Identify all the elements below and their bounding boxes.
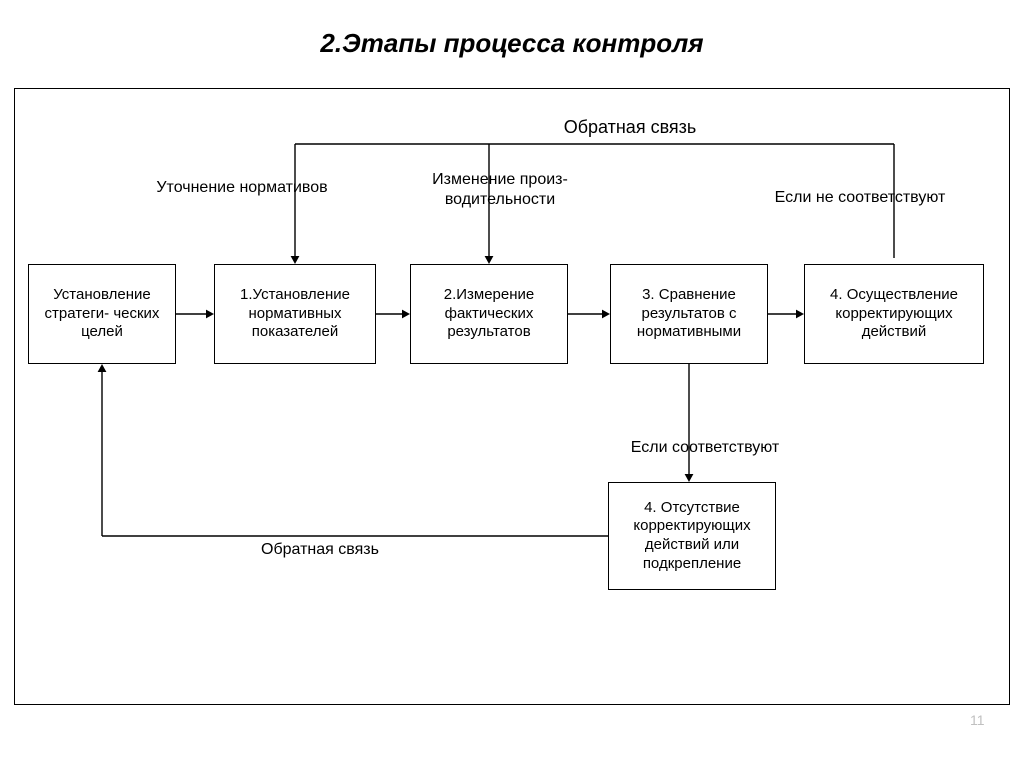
label-clarify: Уточнение нормативов (132, 178, 352, 198)
diagram-title: 2.Этапы процесса контроля (0, 28, 1024, 59)
node-step-4b: 4. Отсутствие корректирующих действий ил… (608, 482, 776, 590)
label-if-not-match: Если не соответствуют (745, 188, 975, 208)
page-number: 11 (970, 712, 985, 728)
page-root: 2.Этапы процесса контроля Обратная связь… (0, 0, 1024, 767)
node-step-3: 3. Сравнение результатов с нормативными (610, 264, 768, 364)
label-feedback-top: Обратная связь (540, 116, 720, 139)
node-strategic-goals: Установление стратеги- ческих целей (28, 264, 176, 364)
node-step-4: 4. Осуществление корректирующих действий (804, 264, 984, 364)
label-change-perf: Изменение произ- водительности (400, 170, 600, 210)
label-if-match: Если соответствуют (600, 438, 810, 458)
node-step-1: 1.Установление нормативных показателей (214, 264, 376, 364)
node-step-2: 2.Измерение фактических результатов (410, 264, 568, 364)
label-feedback-bottom: Обратная связь (240, 540, 400, 560)
